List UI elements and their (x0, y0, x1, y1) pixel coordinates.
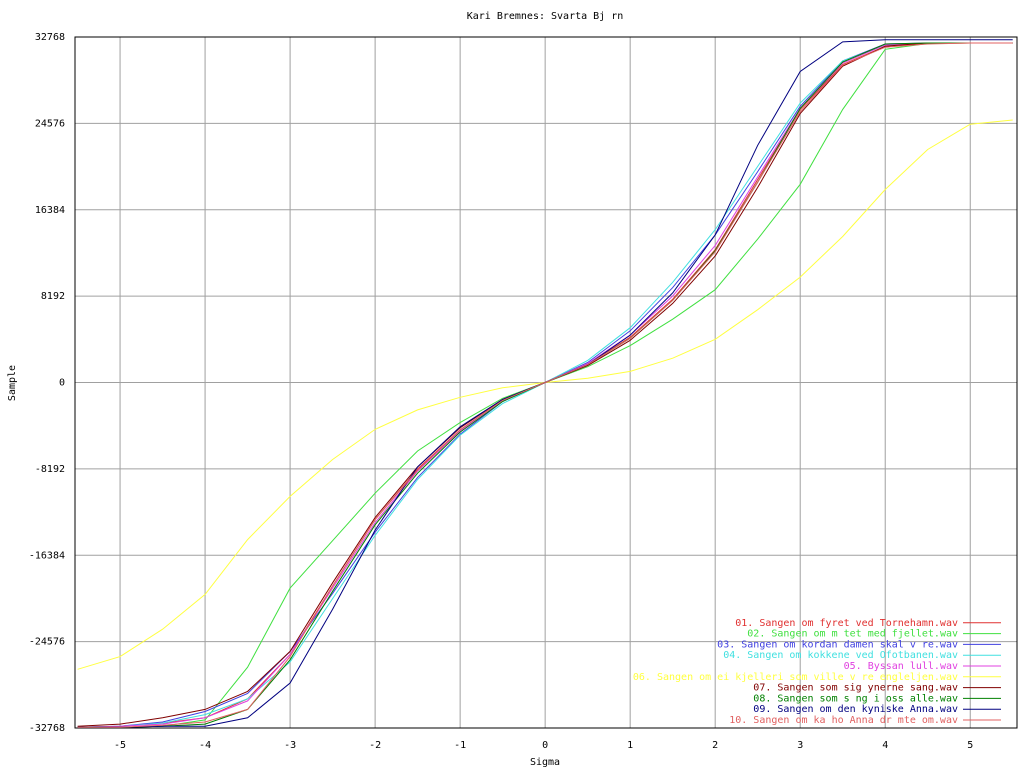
y-tick-label: -32768 (29, 723, 65, 734)
x-tick-label: -5 (114, 740, 126, 751)
legend-label: 10. Sangen om ka ho Anna dr mte om.wav (729, 715, 958, 726)
x-tick-label: -2 (369, 740, 381, 751)
y-tick-label: -24576 (29, 637, 65, 648)
y-tick-label: -16384 (29, 550, 65, 561)
x-tick-label: 3 (797, 740, 803, 751)
legend-label: 04. Sangen om kokkene ved Ofotbanen.wav (723, 650, 958, 661)
y-tick-label: 8192 (41, 291, 65, 302)
legend-label: 06. Sangen om ei kjelleri som ville v re… (633, 672, 958, 683)
legend-label: 01. Sangen om fyret ved Tornehamn.wav (735, 618, 958, 629)
chart-title: Kari Bremnes: Svarta Bj rn (467, 11, 624, 22)
x-tick-label: 4 (882, 740, 888, 751)
x-tick-label: -1 (454, 740, 466, 751)
y-tick-label: -8192 (35, 464, 65, 475)
y-tick-label: 24576 (35, 118, 65, 129)
legend-label: 07. Sangen som sig ynerne sang.wav (753, 683, 958, 694)
x-tick-label: 1 (627, 740, 633, 751)
series-line (77, 42, 1013, 728)
x-axis-label: Sigma (530, 757, 560, 768)
plot-frame (74, 36, 1018, 729)
x-tick-label: 5 (967, 740, 973, 751)
legend-label: 09. Sangen om den kyniske Anna.wav (753, 704, 958, 715)
y-tick-label: 0 (59, 378, 65, 389)
x-tick-label: -4 (199, 740, 211, 751)
y-tick-label: 16384 (35, 205, 65, 216)
x-tick-label: -3 (284, 740, 296, 751)
y-tick-label: 32768 (35, 32, 65, 43)
legend-label: 08. Sangen som s ng i oss alle.wav (753, 693, 958, 704)
legend-label: 05. Byssan lull.wav (844, 661, 958, 672)
legend-label: 02. Sangen om m tet med fjellet.wav (747, 629, 958, 640)
legend-label: 03. Sangen om kordan damen skal v re.wav (717, 639, 958, 650)
x-tick-label: 0 (542, 740, 548, 751)
x-tick-label: 2 (712, 740, 718, 751)
y-axis-label: Sample (7, 365, 18, 401)
